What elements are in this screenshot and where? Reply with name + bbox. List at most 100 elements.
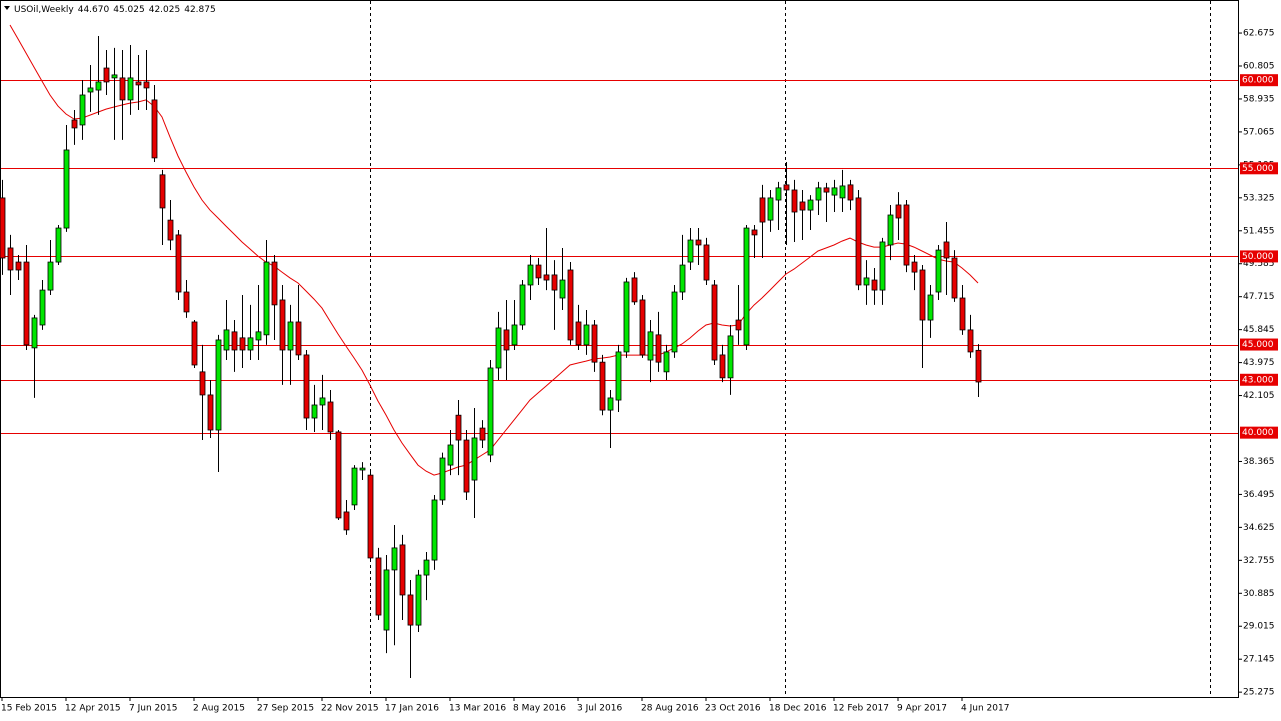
level-label: 55.000 <box>1242 164 1274 174</box>
candle-body <box>239 337 246 351</box>
candle-body <box>959 297 966 331</box>
candle-body <box>663 351 670 373</box>
y-tick-label: 45.845 <box>1243 325 1275 335</box>
level-tag <box>1240 426 1278 439</box>
x-tick-label: 22 Nov 2015 <box>321 704 379 714</box>
candle-body <box>679 264 686 293</box>
candle-body <box>191 321 198 366</box>
candle-body <box>351 467 358 506</box>
candle-body <box>295 321 302 356</box>
x-tick-label: 17 Jan 2016 <box>385 704 439 714</box>
candle-body <box>503 329 510 351</box>
candle-body <box>399 544 406 596</box>
candle-body <box>223 329 230 351</box>
level-label: 60.000 <box>1242 76 1274 86</box>
candle-body <box>407 594 414 626</box>
candle-body <box>183 291 190 313</box>
candle-body <box>119 77 126 101</box>
candle-body <box>847 184 854 201</box>
candle-body <box>319 397 326 406</box>
candle-body <box>831 187 838 196</box>
candles <box>0 35 982 678</box>
candle-body <box>199 371 206 396</box>
candle-body <box>167 219 174 241</box>
candle-body <box>583 324 590 346</box>
candle-body <box>151 99 158 159</box>
candle-body <box>87 87 94 93</box>
candle-body <box>279 299 286 351</box>
y-tick-label: 36.495 <box>1243 490 1275 500</box>
candle-body <box>143 81 150 89</box>
x-tick-label: 28 Aug 2016 <box>641 704 699 714</box>
candle-body <box>767 197 774 221</box>
candle-body <box>159 174 166 209</box>
candle-body <box>271 261 278 306</box>
candle-body <box>631 277 638 303</box>
candle-body <box>23 261 30 346</box>
candle-body <box>135 81 142 86</box>
x-tick-label: 2 Aug 2015 <box>193 704 245 714</box>
candle-body <box>839 185 846 199</box>
candle-body <box>951 257 958 299</box>
candle-body <box>935 249 942 293</box>
level-label: 43.000 <box>1242 375 1274 385</box>
candle-body <box>871 279 878 291</box>
candle-body <box>255 331 262 341</box>
plot-frame <box>0 0 1239 698</box>
candle-body <box>479 427 486 441</box>
open-price: 44.670 <box>78 5 110 15</box>
candle-body <box>431 499 438 561</box>
candle-body <box>111 74 118 79</box>
level-label: 45.000 <box>1242 340 1274 350</box>
y-tick-label: 29.015 <box>1243 622 1275 632</box>
level-tag <box>1240 162 1278 175</box>
y-tick-label: 62.675 <box>1243 29 1275 39</box>
y-tick-label: 60.805 <box>1243 61 1275 71</box>
level-label: 40.000 <box>1242 428 1274 438</box>
header: USOil,Weekly 44.670 45.025 42.025 42.875 <box>14 5 216 15</box>
candle-body <box>623 281 630 353</box>
candle-body <box>863 277 870 286</box>
candle-body <box>703 244 710 281</box>
candle-body <box>439 457 446 501</box>
candle-body <box>575 321 582 346</box>
candle-body <box>967 329 974 353</box>
candle-body <box>823 187 830 193</box>
y-tick-label: 27.145 <box>1243 655 1275 665</box>
candle-body <box>759 197 766 223</box>
candle-body <box>103 67 110 83</box>
x-tick-label: 13 Mar 2016 <box>449 704 506 714</box>
candle-body <box>639 299 646 356</box>
candle-body <box>415 574 422 626</box>
candle-body <box>887 214 894 246</box>
candle-body <box>455 414 462 441</box>
close-price: 42.875 <box>184 5 216 15</box>
y-tick-label: 42.105 <box>1243 391 1275 401</box>
candle-body <box>727 335 734 379</box>
x-tick-label: 15 Feb 2015 <box>1 704 57 714</box>
candle-body <box>815 187 822 201</box>
candle-body <box>711 284 718 361</box>
y-tick-label: 47.715 <box>1243 292 1275 302</box>
candle-body <box>855 197 862 286</box>
y-tick-label: 51.455 <box>1243 226 1275 236</box>
candle-body <box>551 274 558 291</box>
x-tick-label: 7 Jun 2015 <box>129 704 177 714</box>
y-tick-label: 32.755 <box>1243 556 1275 566</box>
candle-body <box>127 77 134 101</box>
candle-body <box>511 324 518 346</box>
candle-body <box>47 261 54 291</box>
candle-body <box>535 264 542 279</box>
candle-body <box>215 339 222 431</box>
candle-body <box>879 241 886 291</box>
candle-body <box>303 354 310 419</box>
level-label: 50.000 <box>1242 252 1274 262</box>
candle-body <box>63 149 70 229</box>
candle-body <box>31 317 38 349</box>
period-separators <box>370 1 1211 697</box>
y-tick-label: 53.325 <box>1243 193 1275 203</box>
candle-body <box>687 239 694 263</box>
candle-body <box>671 291 678 353</box>
y-tick-label: 43.975 <box>1243 358 1275 368</box>
